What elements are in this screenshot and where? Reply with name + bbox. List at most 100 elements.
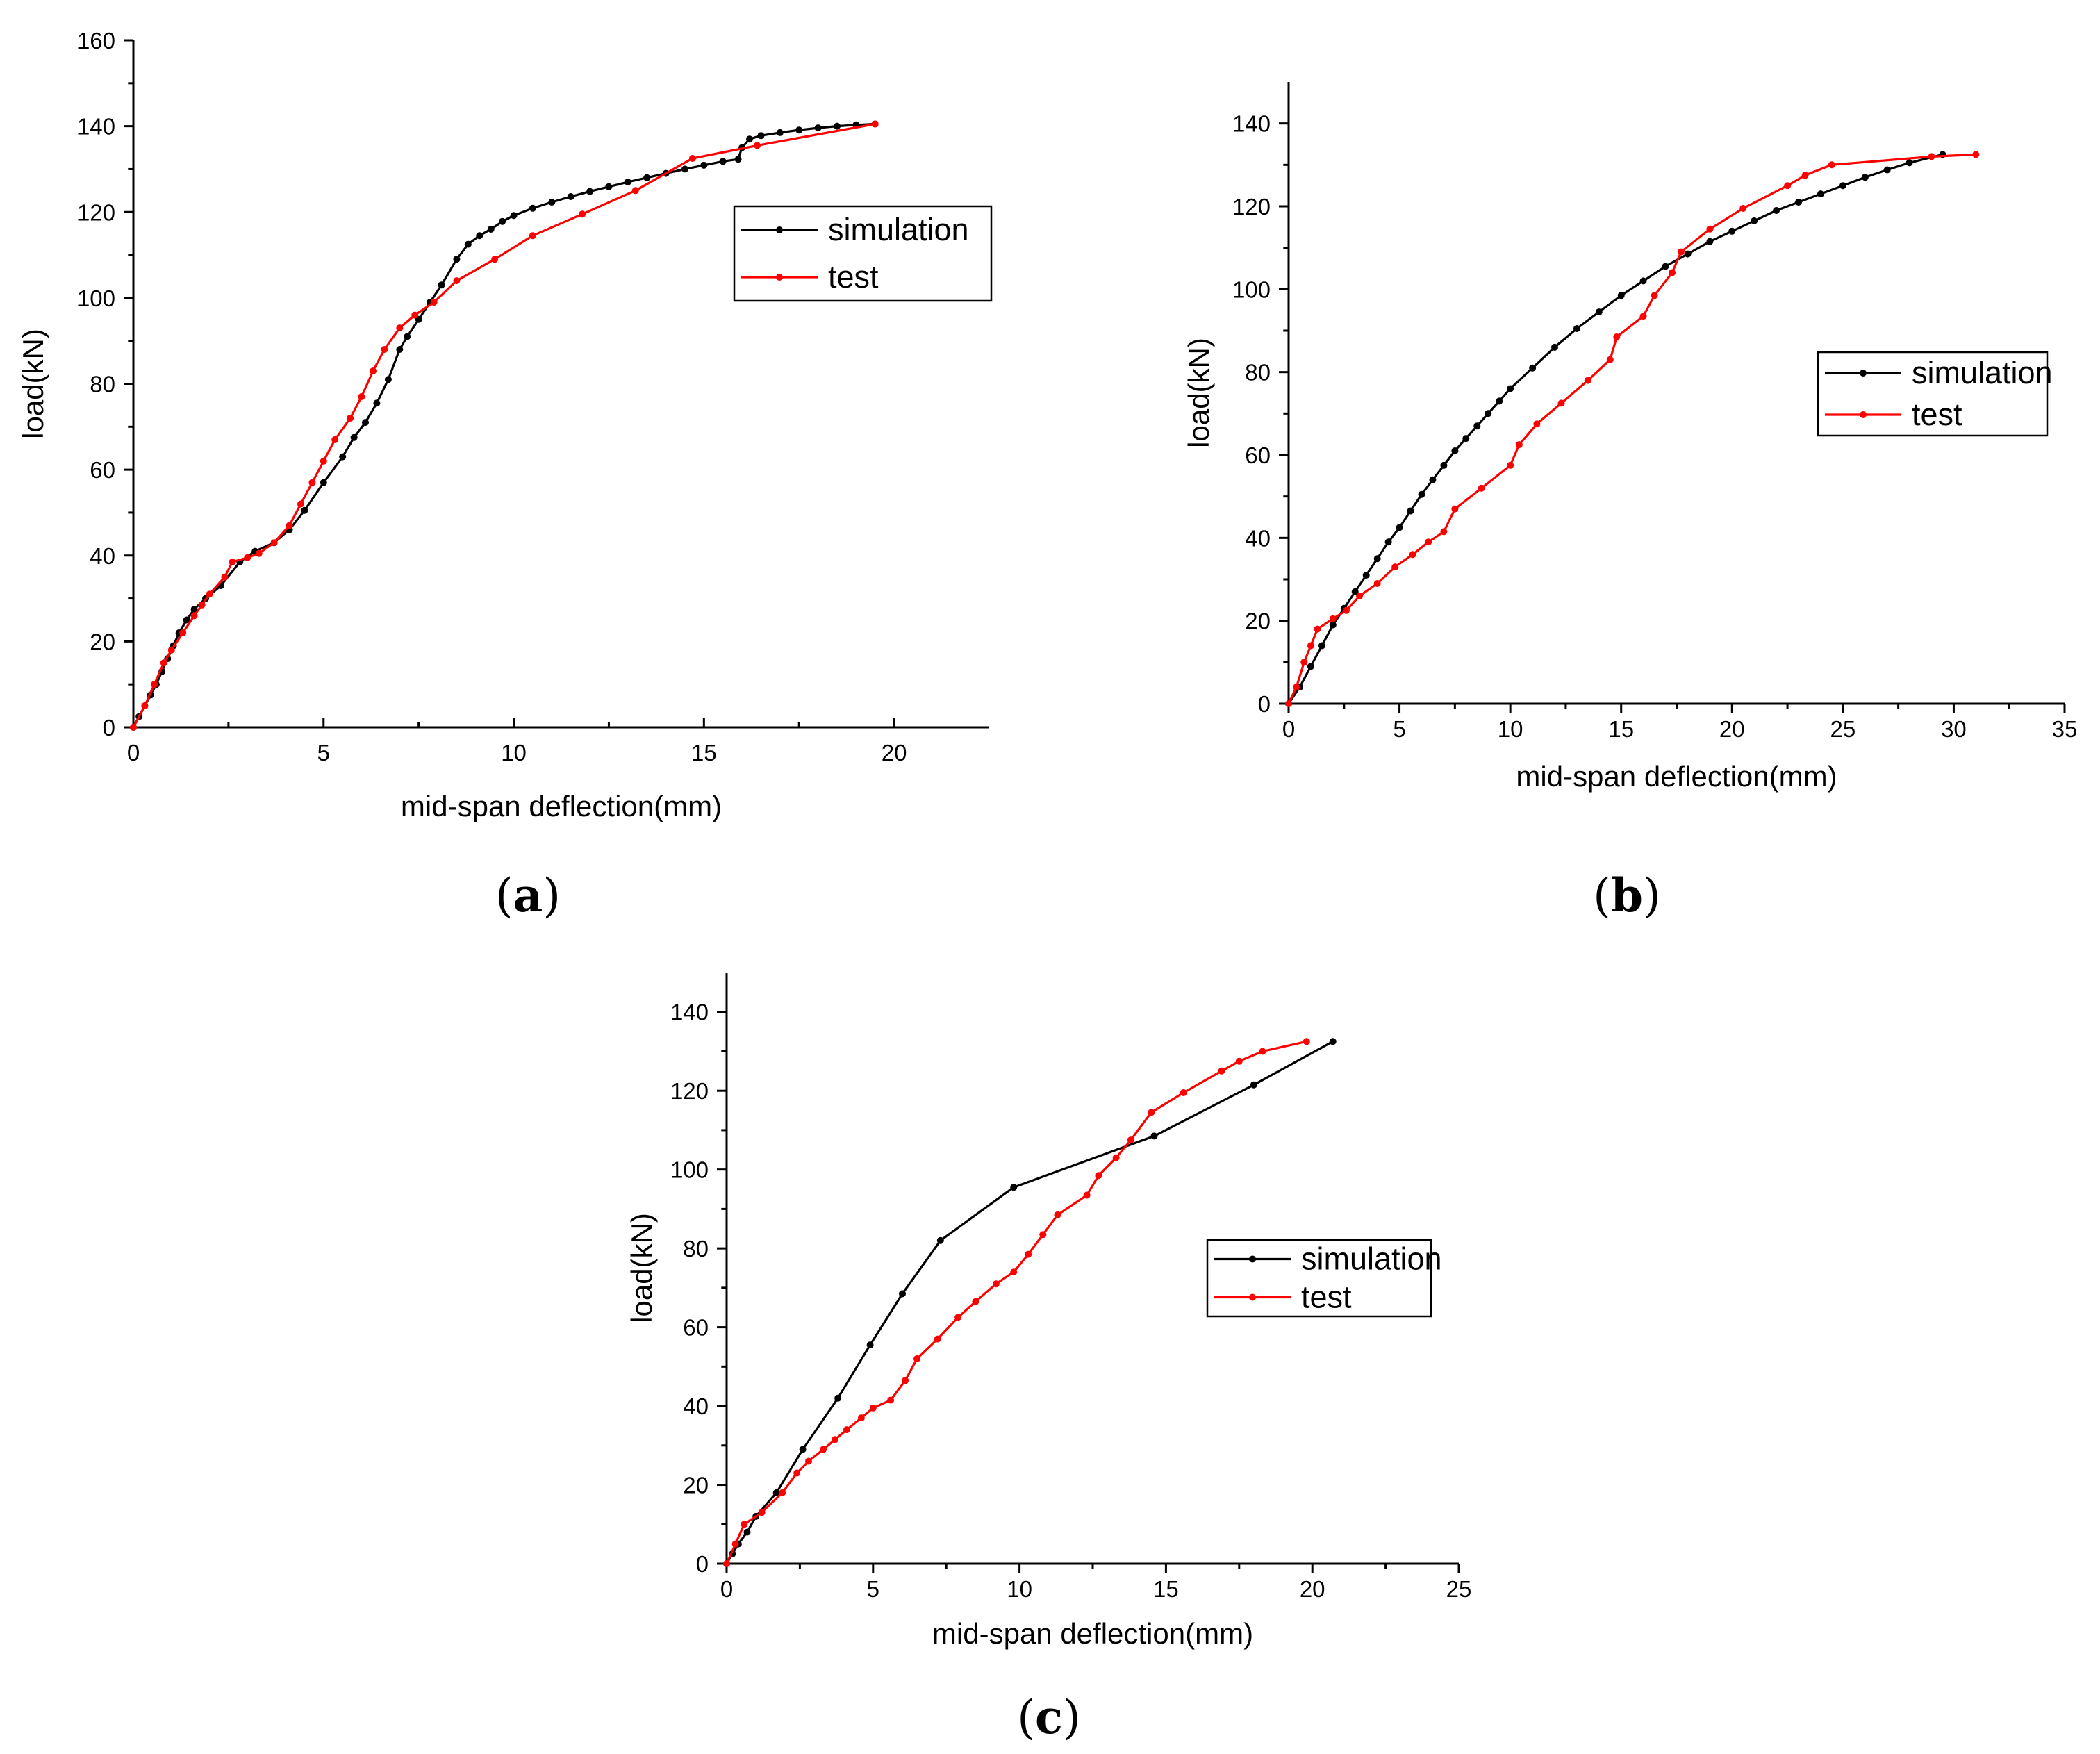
data-point: [404, 333, 411, 340]
y-tick-label: 120: [670, 1078, 709, 1104]
data-point: [331, 436, 339, 443]
x-tick-label: 5: [867, 1576, 879, 1602]
data-point: [347, 415, 354, 422]
y-tick-label: 0: [103, 715, 115, 741]
y-tick-label: 60: [90, 457, 115, 483]
legend-marker: [776, 274, 783, 281]
data-point: [1314, 625, 1321, 633]
data-point: [1300, 659, 1308, 666]
x-tick-label: 5: [1393, 716, 1405, 742]
data-point: [438, 281, 445, 289]
data-point: [255, 549, 263, 557]
data-point: [1617, 292, 1625, 299]
legend-marker: [1249, 1255, 1256, 1263]
series-simulation: [130, 120, 879, 731]
y-tick-label: 40: [90, 543, 115, 569]
data-point: [913, 1355, 920, 1362]
data-point: [286, 522, 293, 529]
data-point: [499, 217, 506, 225]
legend-box: [733, 205, 993, 302]
data-point: [1905, 159, 1913, 167]
data-point: [688, 155, 696, 162]
data-point: [1307, 642, 1314, 650]
data-point: [731, 1540, 739, 1548]
data-point: [167, 646, 175, 654]
data-point: [1496, 397, 1503, 405]
data-point: [1329, 615, 1337, 622]
data-point: [776, 129, 784, 136]
y-tick-label: 80: [90, 372, 115, 397]
y-axis-label: load(kN): [625, 1213, 658, 1323]
data-point: [936, 1236, 944, 1244]
data-point: [1054, 1211, 1061, 1218]
data-point: [887, 1396, 895, 1404]
data-point: [1684, 250, 1692, 258]
data-point: [206, 590, 213, 598]
legend-marker: [1860, 370, 1867, 377]
data-point: [902, 1377, 909, 1384]
x-tick-label: 25: [1830, 716, 1855, 742]
data-point: [1795, 199, 1802, 206]
data-point: [1391, 563, 1399, 571]
data-point: [681, 165, 688, 173]
data-point: [1409, 551, 1416, 559]
data-point: [190, 612, 198, 620]
data-point: [297, 500, 304, 508]
data-point: [487, 226, 495, 233]
data-point: [453, 256, 461, 263]
data-point: [1639, 277, 1647, 285]
data-point: [772, 1489, 780, 1496]
x-tick-label: 25: [1446, 1576, 1472, 1602]
data-point: [1218, 1067, 1225, 1075]
data-point: [723, 1560, 730, 1567]
data-point: [1662, 263, 1669, 270]
data-point: [1462, 435, 1470, 442]
data-point: [1440, 461, 1448, 469]
y-tick-label: 60: [683, 1315, 709, 1341]
data-point: [1773, 207, 1780, 214]
data-point: [1613, 333, 1621, 340]
data-point: [1318, 642, 1325, 650]
data-point: [700, 161, 708, 169]
x-tick-label: 15: [1153, 1576, 1179, 1602]
data-point: [1828, 161, 1835, 169]
x-tick-label: 35: [2052, 716, 2078, 742]
data-point: [350, 433, 358, 441]
data-point: [381, 346, 388, 353]
legend-box: [1206, 1239, 1432, 1318]
data-point: [130, 724, 137, 731]
data-point: [1529, 364, 1537, 372]
series-line-simulation: [1287, 153, 1943, 704]
data-point: [1839, 182, 1846, 190]
chart-panel-c: 0 5 10 15 20 25 0 20 40 60 80 100 120 140 mid-span def…: [625, 973, 1471, 1744]
x-tick-label: 0: [1282, 716, 1295, 742]
data-point: [1669, 269, 1676, 276]
data-point: [1584, 377, 1591, 384]
data-point: [1728, 227, 1736, 235]
data-point: [1250, 1081, 1257, 1089]
data-point: [430, 299, 438, 306]
data-point: [396, 346, 404, 353]
data-point: [320, 479, 327, 486]
data-point: [857, 1414, 865, 1422]
x-tick-label: 10: [501, 740, 527, 766]
panel-caption: (b): [1593, 868, 1661, 922]
data-point: [1010, 1184, 1018, 1191]
data-point: [1440, 528, 1448, 536]
data-point: [1112, 1154, 1120, 1161]
chart-panel-b: 0 5 10 15 20 25 30 35 0 20 40 60 80 100 120 140 mid-span…: [1182, 82, 2077, 922]
data-point: [1095, 1172, 1102, 1180]
data-point: [1293, 684, 1300, 691]
series-test: [130, 120, 879, 731]
y-tick-label: 140: [670, 1000, 709, 1025]
data-point: [1010, 1268, 1018, 1276]
data-point: [1356, 592, 1364, 599]
legend: simulation test: [733, 205, 993, 302]
y-axis-label: load(kN): [1182, 338, 1215, 448]
data-point: [1407, 507, 1414, 515]
x-axis-label: mid-span deflection(mm): [932, 1617, 1253, 1650]
data-point: [491, 256, 499, 263]
data-point: [992, 1280, 1000, 1288]
y-tick-label: 80: [1245, 360, 1271, 386]
data-point: [1362, 572, 1370, 579]
